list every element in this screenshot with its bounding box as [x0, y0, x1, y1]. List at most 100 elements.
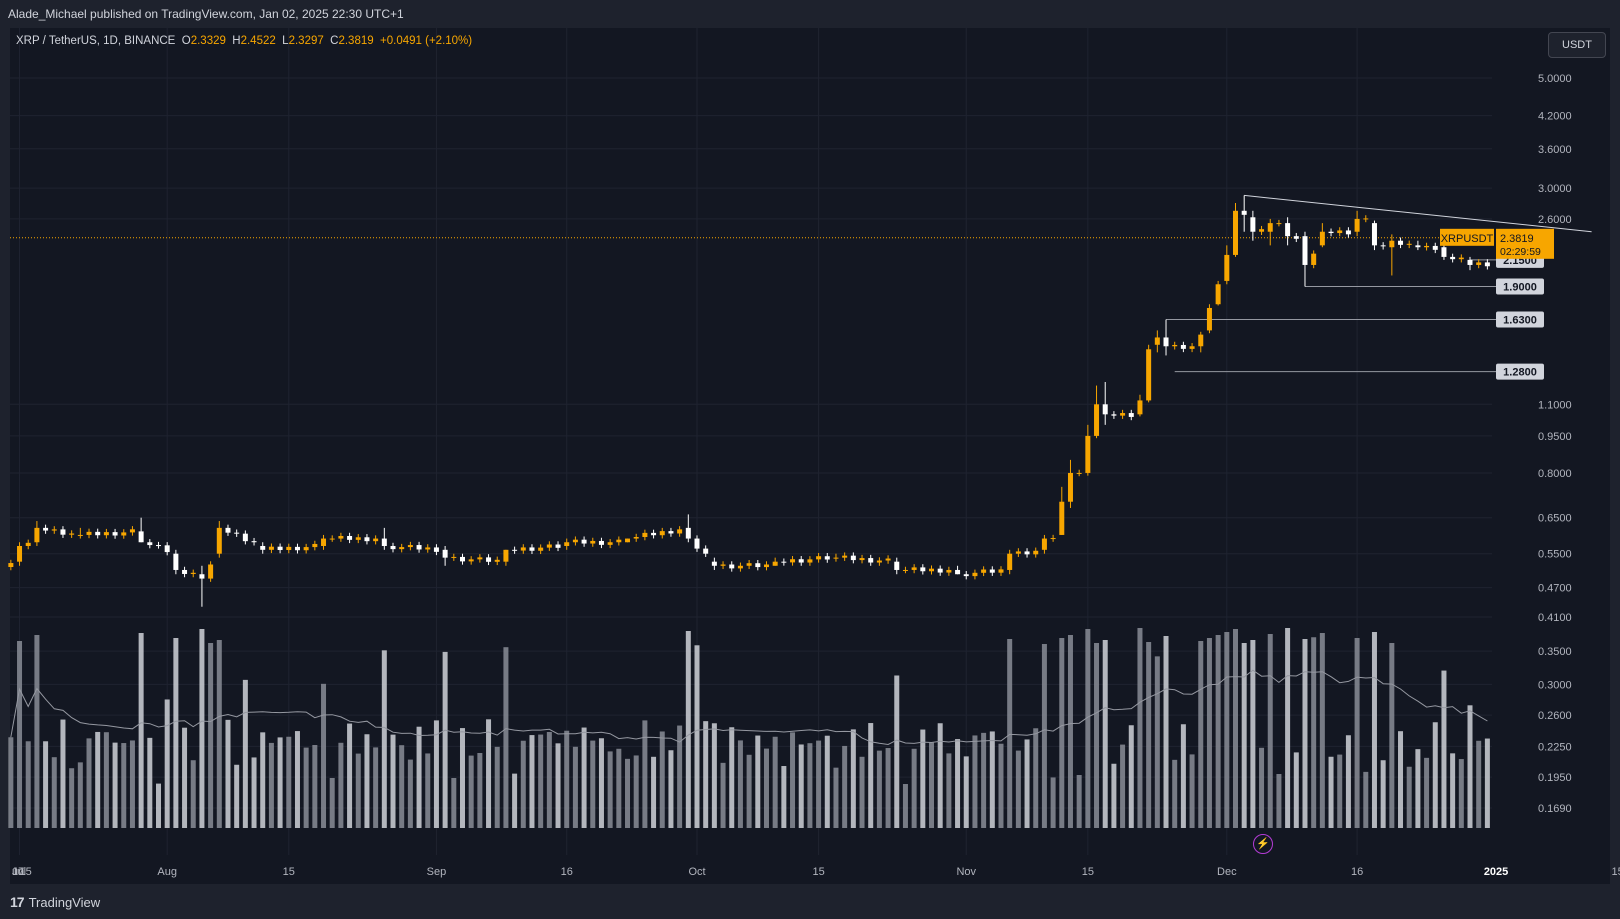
candle-body: [1007, 553, 1013, 570]
currency-button[interactable]: USDT: [1548, 32, 1606, 58]
candle-body: [1484, 262, 1490, 267]
volume-bar: [8, 737, 14, 828]
candle-body: [1111, 414, 1117, 416]
candle-body: [772, 561, 778, 566]
candle-body: [1128, 413, 1134, 417]
lightning-icon[interactable]: ⚡: [1253, 834, 1273, 854]
volume-bar: [112, 742, 118, 828]
candle-body: [60, 529, 66, 535]
candle-body: [538, 547, 544, 551]
candle-body: [781, 561, 787, 563]
volume-bar: [807, 743, 813, 828]
chart-pane[interactable]: [10, 28, 1610, 884]
candle-body: [520, 547, 526, 551]
volume-bar: [17, 641, 23, 828]
candle-body: [868, 558, 874, 563]
y-tick-label: 0.1690: [1538, 803, 1572, 815]
y-tick-label: 0.9500: [1538, 431, 1572, 443]
trendline[interactable]: [1244, 194, 1592, 233]
volume-bar: [668, 750, 674, 828]
volume-bar: [303, 747, 309, 828]
candle-body: [1041, 538, 1047, 550]
candle-body: [199, 574, 205, 579]
volume-bar: [1007, 639, 1013, 828]
volume-bar: [1267, 634, 1273, 828]
candle-body: [103, 532, 109, 536]
candle-body: [156, 545, 161, 547]
candle-body: [1024, 551, 1030, 555]
candle-body: [51, 529, 57, 531]
candle-body: [790, 559, 796, 563]
candle-body: [1094, 404, 1100, 436]
candle-body: [512, 549, 518, 551]
volume-bar: [1363, 771, 1369, 828]
candle-body: [312, 543, 318, 548]
x-tick-label: 2025: [1484, 866, 1508, 878]
volume-bar: [1328, 756, 1334, 828]
volume-bar: [720, 762, 726, 828]
candle-body: [182, 569, 188, 574]
y-tick-label: 0.4700: [1538, 583, 1572, 595]
volume-bar: [529, 735, 535, 828]
candle-body: [407, 545, 413, 548]
candle-body: [208, 564, 214, 579]
volume-bar: [425, 753, 431, 828]
volume-bar: [859, 756, 865, 828]
volume-bar: [929, 742, 935, 828]
price-axis[interactable]: 5.0000 4.2000 3.6000 3.0000 2.6000 1.1000 0.95…: [1538, 73, 1572, 815]
candle-body: [1406, 243, 1412, 245]
tradingview-logo[interactable]: 17 TradingView: [10, 894, 100, 910]
candle-body: [25, 542, 31, 546]
volume-bar: [963, 756, 969, 828]
volume-bar: [1484, 738, 1490, 828]
y-tick-label: 0.4100: [1538, 612, 1572, 624]
horizontal-levels[interactable]: [1166, 259, 1540, 373]
candle-body: [277, 546, 283, 551]
y-tick-label: 0.2250: [1538, 741, 1572, 753]
volume-bar: [842, 745, 848, 828]
candle-body: [503, 549, 509, 562]
candle-body: [303, 547, 309, 551]
x-tick-label: 15: [812, 866, 824, 878]
volume-bar: [737, 740, 743, 828]
x-tick-label: Sep: [427, 866, 447, 878]
candle-body: [1389, 240, 1395, 248]
volume-bar: [876, 750, 882, 828]
volume-bar: [1406, 766, 1412, 828]
volume-bar: [902, 783, 908, 828]
volume-bar: [1311, 637, 1317, 828]
candle-body: [1154, 337, 1160, 345]
candle-body: [876, 560, 882, 563]
volume-bar: [69, 768, 75, 828]
time-axis[interactable]: un17Jul15Aug15Sep16Oct15Nov15Dec16202515…: [12, 866, 1620, 878]
volume-bar: [885, 748, 891, 828]
volume-bar: [581, 727, 587, 828]
volume-bar: [1154, 656, 1160, 828]
symbol-title[interactable]: XRP / TetherUS, 1D, BINANCE: [16, 35, 176, 47]
candle-body: [433, 547, 439, 552]
level-badge: [1496, 363, 1544, 380]
volume-bar: [546, 731, 552, 828]
volume-bar: [781, 766, 787, 828]
volume-bars: [8, 628, 1490, 828]
candle-body: [955, 569, 961, 575]
volume-bar: [816, 740, 822, 828]
candle-body: [737, 565, 743, 569]
countdown-label: 02:29:59: [1500, 246, 1541, 258]
volume-bar: [416, 726, 422, 828]
volume-bar: [95, 731, 101, 828]
candle-body: [911, 567, 917, 570]
candle-body: [468, 559, 474, 562]
change-value: +0.0491 (+2.10%): [380, 35, 473, 47]
volume-bar: [468, 755, 474, 828]
candle-body: [216, 527, 222, 554]
candle-body: [1233, 210, 1238, 255]
y-tick-label: 0.3000: [1538, 679, 1572, 691]
volume-bar: [763, 748, 769, 828]
candle-body: [1337, 230, 1343, 234]
candle-body: [1302, 236, 1308, 265]
volume-bar: [121, 743, 127, 828]
x-tick-label: Jul: [12, 866, 26, 878]
candle-body: [590, 540, 596, 544]
